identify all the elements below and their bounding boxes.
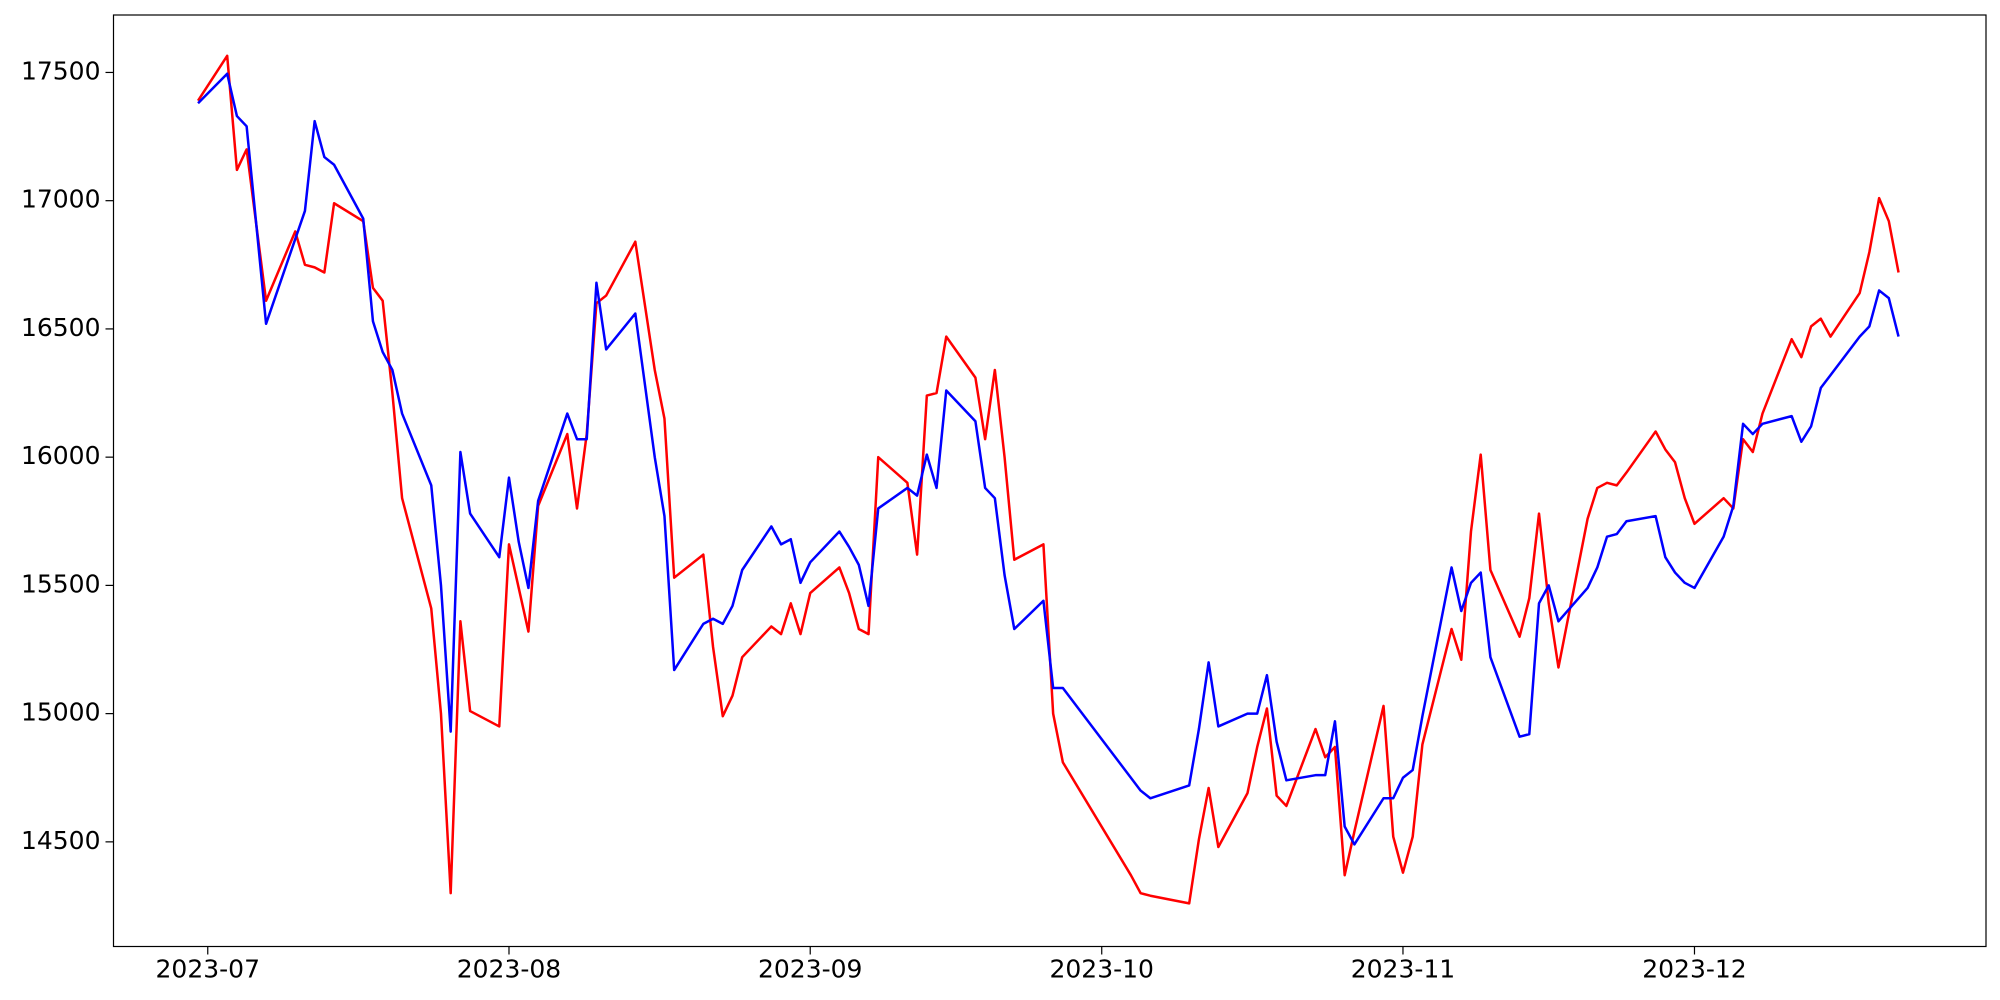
x-tick-label: 2023-08 xyxy=(457,955,561,984)
x-tick-label: 2023-07 xyxy=(156,955,260,984)
x-tick-label: 2023-10 xyxy=(1050,955,1154,984)
x-tick-label: 2023-12 xyxy=(1642,955,1746,984)
series-line xyxy=(196,54,1900,905)
y-tick-label: 17500 xyxy=(21,56,101,85)
x-tick-label: 2023-11 xyxy=(1351,955,1455,984)
y-tick-label: 16500 xyxy=(21,313,101,342)
y-tick-label: 14500 xyxy=(21,826,101,855)
x-tick-label: 2023-09 xyxy=(758,955,862,984)
y-tick-label: 15000 xyxy=(21,698,101,727)
y-tick-label: 15500 xyxy=(21,569,101,598)
series-line xyxy=(197,72,1900,846)
y-tick-label: 16000 xyxy=(21,441,101,470)
plot-frame xyxy=(112,14,1987,948)
y-tick-label: 17000 xyxy=(21,185,101,214)
